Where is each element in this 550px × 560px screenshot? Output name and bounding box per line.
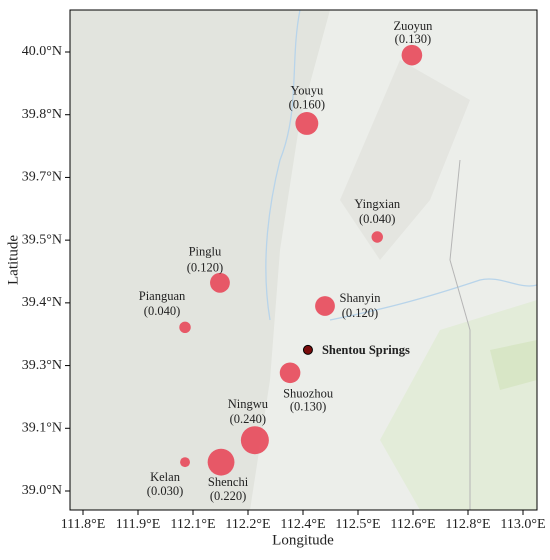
site-name: Yingxian (354, 197, 401, 211)
x-tick-label: 111.8°E (61, 517, 106, 532)
value-label: (0.040) (359, 212, 395, 226)
value-label: (0.030) (147, 484, 183, 498)
x-tick-label: 112.8°E (445, 517, 490, 532)
site-name: Zuoyun (393, 19, 433, 33)
value-label: (0.130) (395, 32, 431, 46)
site-marker (302, 344, 313, 355)
bubble (401, 44, 423, 66)
site-label: Shentou Springs (322, 343, 410, 357)
bubble (207, 448, 235, 476)
site-name: Pianguan (139, 289, 186, 303)
x-tick-label: 111.9°E (116, 517, 161, 532)
site-name: Shenchi (208, 475, 249, 489)
value-label: (0.040) (144, 304, 180, 318)
y-tick-label: 40.0°N (22, 44, 62, 59)
site-name: Pinglu (189, 245, 222, 259)
value-label: (0.160) (289, 97, 325, 111)
bubble (240, 426, 269, 455)
value-label: (0.220) (210, 489, 246, 503)
y-tick-label: 39.3°N (22, 358, 62, 373)
bubble (179, 321, 191, 334)
y-tick-label: 39.7°N (22, 170, 62, 185)
site-name: Kelan (150, 470, 181, 484)
bubble (210, 272, 230, 293)
y-tick-label: 39.5°N (22, 232, 62, 247)
y-tick-label: 39.8°N (22, 107, 62, 122)
x-tick-label: 112.4°E (280, 517, 325, 532)
y-tick-label: 39.0°N (22, 483, 62, 498)
bubble (295, 112, 319, 135)
site-name: Ningwu (228, 397, 269, 411)
x-axis-label: Longitude (272, 532, 334, 548)
site-name: Youyu (290, 83, 324, 97)
site-name: Shanyin (340, 291, 382, 305)
y-tick-label: 39.4°N (22, 295, 62, 310)
value-label: (0.240) (230, 412, 266, 426)
bubble (371, 231, 383, 243)
bubble (315, 296, 335, 316)
x-tick-label: 112.6°E (390, 517, 435, 532)
value-label: (0.120) (342, 306, 378, 320)
bubble (279, 362, 301, 384)
basemap (70, 10, 537, 510)
value-label: (0.130) (290, 400, 326, 414)
y-tick-label: 39.1°N (22, 421, 62, 436)
x-tick-label: 113.0°E (500, 517, 545, 532)
y-axis-label: Latitude (5, 235, 21, 285)
x-tick-label: 112.1°E (170, 517, 215, 532)
x-tick-label: 112.2°E (225, 517, 270, 532)
value-label: (0.120) (187, 261, 223, 275)
site-name: Shuozhou (283, 387, 334, 401)
x-tick-label: 112.5°E (335, 517, 380, 532)
bubble (180, 457, 190, 468)
